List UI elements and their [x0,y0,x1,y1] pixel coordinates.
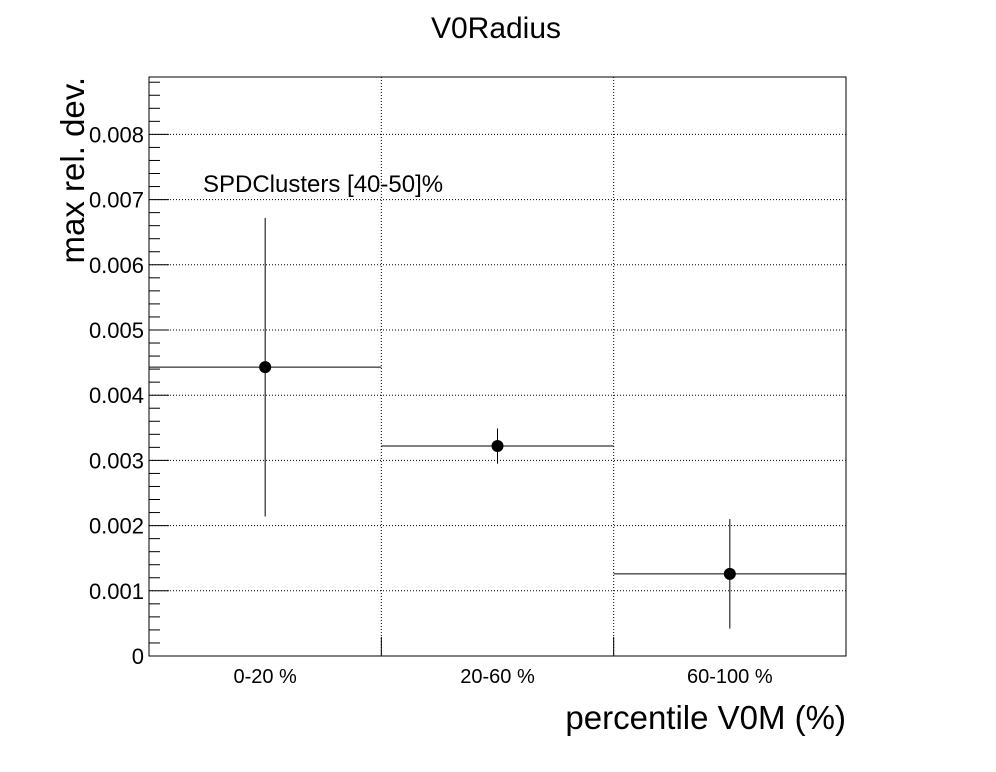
y-tick-label: 0.005 [89,318,144,343]
y-tick-label: 0.008 [89,122,144,147]
data-point [491,440,504,453]
y-tick-label: 0.001 [89,579,144,604]
x-tick-label: 60-100 % [687,666,773,688]
x-tick-label: 0-20 % [233,666,297,688]
x-axis: 0-20 % 20-60 % 60-100 % [233,637,773,688]
grid-lines [149,77,846,656]
y-axis-label: max rel. dev. [54,77,91,263]
y-tick-label: 0 [132,644,144,669]
y-tick-label: 0.002 [89,514,144,539]
chart-title: V0Radius [431,12,561,45]
y-tick-label: 0.004 [89,383,144,408]
plot-frame [148,76,847,657]
data-point [723,567,736,580]
data-points [149,217,846,629]
data-point [259,361,272,374]
y-axis: 0 0.001 0.002 0.003 0.004 0.005 0.006 0.007 0.00… [89,81,169,669]
y-tick-label: 0.003 [89,448,144,473]
y-tick-label: 0.007 [89,188,144,213]
x-tick-label: 20-60 % [460,666,535,688]
annotation-label: SPDClusters [40-50]% [203,171,443,198]
x-axis-label: percentile V0M (%) [565,699,846,736]
y-tick-label: 0.006 [89,253,144,278]
